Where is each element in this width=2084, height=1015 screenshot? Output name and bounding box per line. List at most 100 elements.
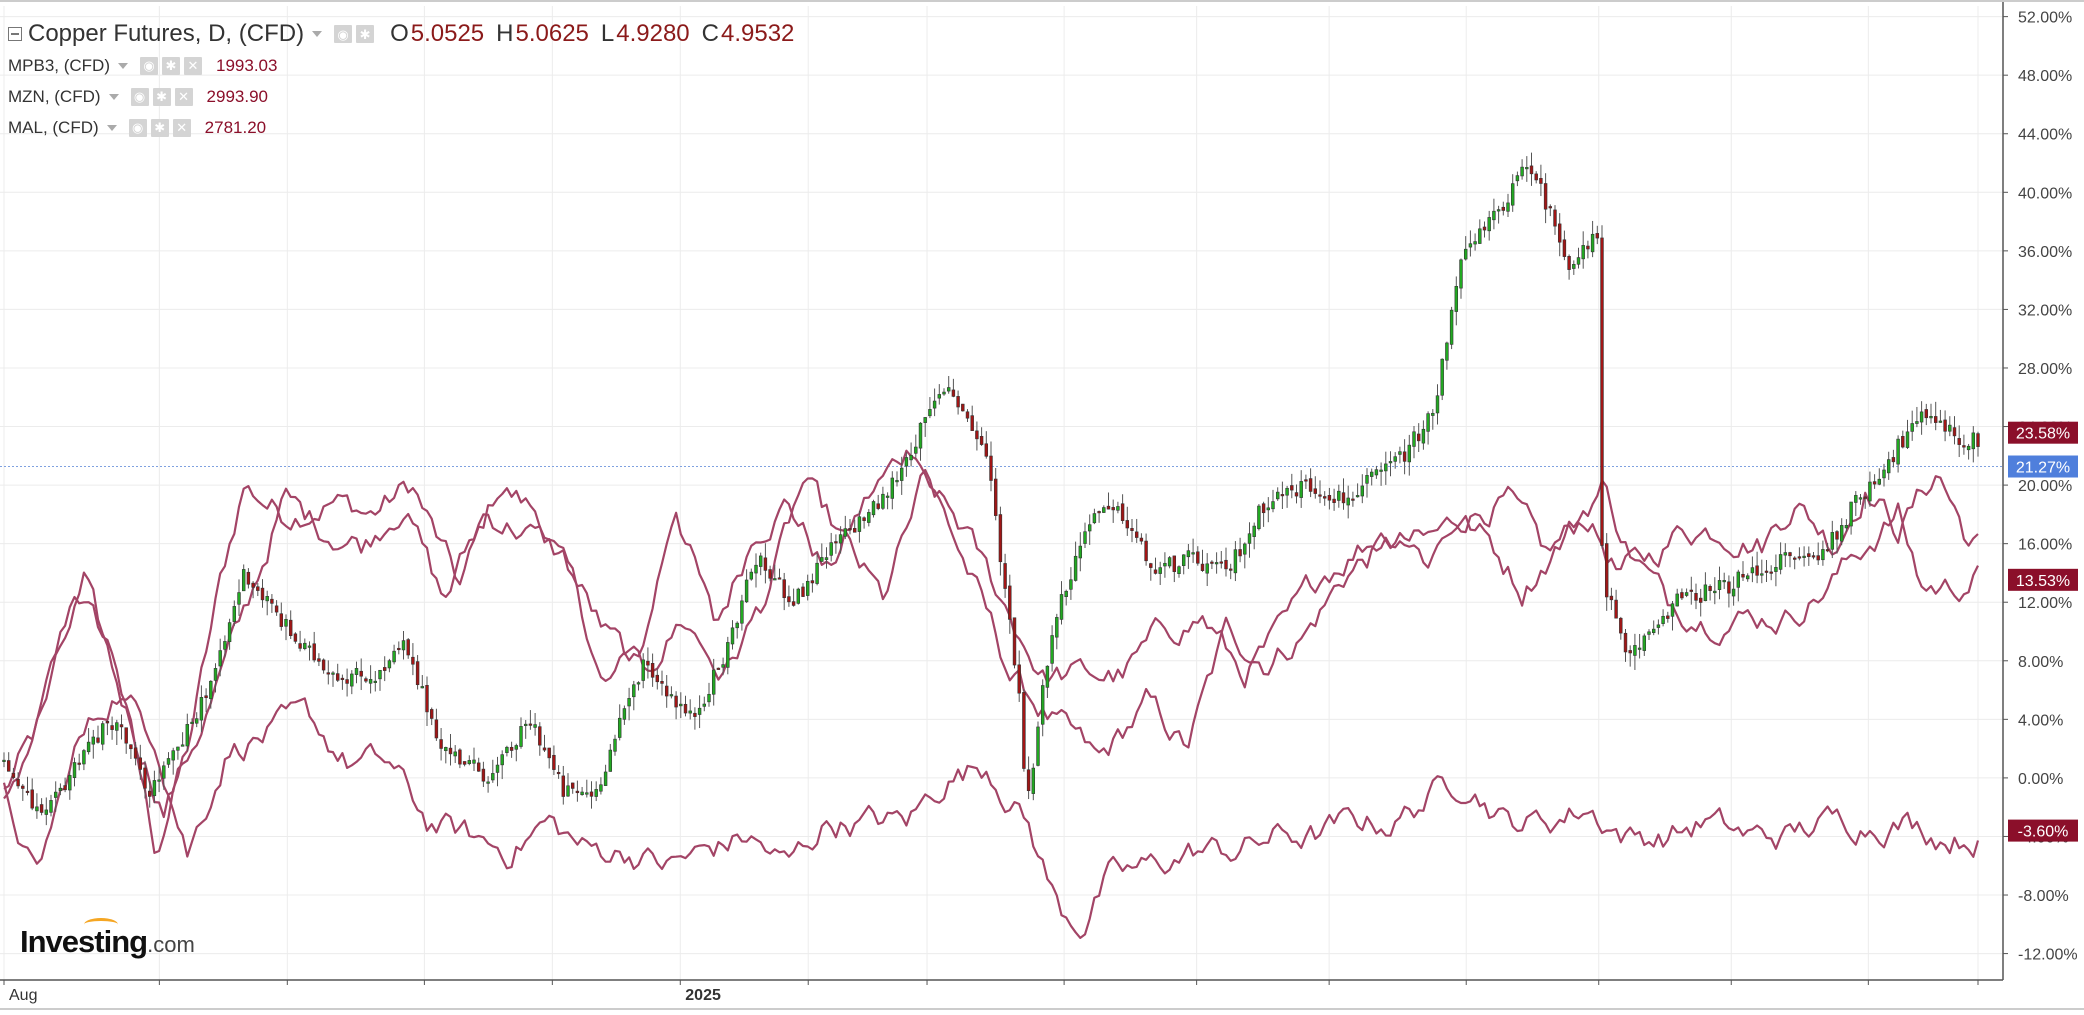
chevron-down-icon[interactable] <box>312 31 323 37</box>
candle-body <box>505 746 509 754</box>
chevron-down-icon[interactable] <box>108 93 119 100</box>
eye-icon[interactable]: ◉ <box>140 56 158 75</box>
candle-body <box>1492 210 1496 221</box>
candle-body <box>1844 525 1849 529</box>
candle-body <box>1731 588 1736 597</box>
candle-body <box>693 712 697 717</box>
candle-body <box>542 747 547 751</box>
candle-body <box>998 514 1003 563</box>
gear-icon[interactable]: ✱ <box>150 118 169 137</box>
candle-body <box>655 674 660 683</box>
candle-body <box>570 782 575 789</box>
candle-body <box>1059 594 1064 620</box>
candle-body <box>1694 593 1698 601</box>
candle-body <box>77 762 81 765</box>
candle-body <box>1351 498 1355 501</box>
candle-body <box>1102 507 1106 513</box>
candle-body <box>30 789 34 809</box>
candle-body <box>1962 445 1966 448</box>
candle-body <box>632 684 636 698</box>
chevron-down-icon[interactable] <box>106 124 117 131</box>
candle-body <box>378 669 382 680</box>
y-axis-tick-label: 16.00% <box>2018 537 2072 554</box>
candle-body <box>1567 256 1571 270</box>
candle-body <box>462 761 467 765</box>
close-icon[interactable]: ✕ <box>172 118 191 137</box>
candle-body <box>730 627 735 645</box>
candle-body <box>1191 552 1195 555</box>
candle-body <box>1891 457 1896 463</box>
price-candles <box>2 152 1980 826</box>
candle-body <box>1210 561 1214 564</box>
candle-body <box>1854 495 1858 503</box>
candle-body <box>265 596 269 602</box>
candle-body <box>1290 485 1294 491</box>
investing-logo: Investing.com <box>20 918 195 960</box>
gear-icon[interactable]: ✱ <box>152 87 171 106</box>
candle-body <box>1012 617 1017 666</box>
candle-body <box>1393 456 1397 462</box>
candle-body <box>1398 451 1402 455</box>
comparison-name: MPB3, (CFD) <box>8 55 110 75</box>
candle-body <box>1496 209 1501 212</box>
candle-body <box>481 768 486 782</box>
candle-body <box>39 804 44 813</box>
candle-body <box>1449 309 1454 345</box>
open-label: O <box>390 20 409 47</box>
candle-body <box>1200 563 1205 571</box>
candle-body <box>1360 485 1365 497</box>
candle-body <box>218 650 222 667</box>
candle-body <box>162 765 166 779</box>
candle-body <box>552 754 556 770</box>
candle-body <box>1849 501 1853 527</box>
candle-body <box>321 659 326 671</box>
candle-body <box>1374 469 1379 476</box>
eye-icon[interactable]: ◉ <box>130 87 149 106</box>
candle-body <box>1031 767 1036 794</box>
chevron-down-icon[interactable] <box>118 62 128 69</box>
candle-body <box>1642 635 1647 651</box>
candle-body <box>688 710 692 714</box>
candle-body <box>1478 228 1482 244</box>
candle-body <box>937 394 942 399</box>
collapse-legend-icon[interactable] <box>8 27 22 41</box>
candle-body <box>35 806 39 812</box>
candle-body <box>373 680 378 683</box>
candle-body <box>970 415 974 431</box>
y-axis-tick-label: 48.00% <box>2018 68 2072 85</box>
low-value: 4.9280 <box>616 20 690 47</box>
candle-body <box>11 772 16 778</box>
candle-body <box>1755 565 1759 576</box>
gear-icon[interactable]: ✱ <box>162 56 180 75</box>
candle-body <box>1778 554 1783 570</box>
candle-body <box>1294 492 1299 497</box>
candle-body <box>1872 481 1877 485</box>
candle-body <box>1196 551 1200 564</box>
candle-body <box>1882 469 1886 479</box>
candle-body <box>96 737 100 743</box>
candle-body <box>204 695 208 699</box>
eye-icon[interactable]: ◉ <box>334 25 353 43</box>
candle-body <box>650 662 655 678</box>
candle-body <box>646 660 650 666</box>
candle-body <box>1426 413 1430 432</box>
candle-body <box>1153 569 1158 574</box>
candle-body <box>857 516 862 532</box>
close-icon[interactable]: ✕ <box>174 87 193 106</box>
candle-body <box>429 709 434 719</box>
candle-body <box>25 790 30 793</box>
candle-body <box>989 455 993 481</box>
close-icon[interactable]: ✕ <box>184 56 202 75</box>
candle-body <box>1332 498 1336 503</box>
candle-body <box>368 679 373 684</box>
candle-body <box>1666 615 1670 619</box>
eye-icon[interactable]: ◉ <box>128 118 147 137</box>
candle-body <box>834 541 838 544</box>
candle-body <box>317 658 321 662</box>
candle-body <box>467 760 472 765</box>
candle-body <box>749 571 754 580</box>
gear-icon[interactable]: ✱ <box>356 25 375 43</box>
candle-body <box>1116 506 1120 511</box>
